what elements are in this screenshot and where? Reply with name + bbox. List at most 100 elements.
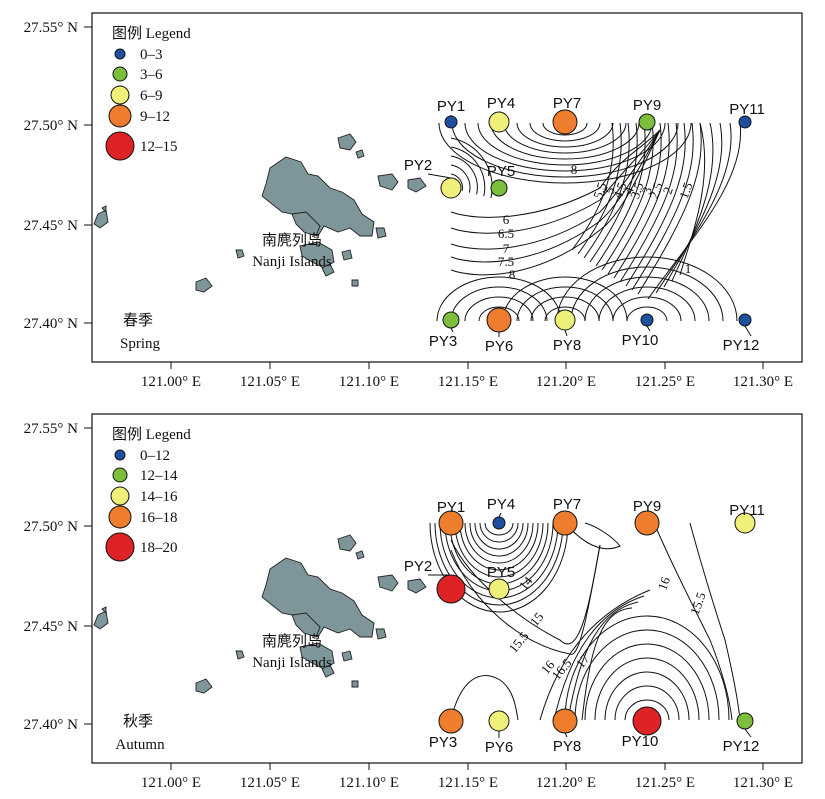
season-label-cn: 春季 (123, 312, 153, 329)
contour-line (450, 129, 661, 250)
station-label-py2: PY2 (404, 157, 432, 174)
map-panel-autumn: 141515.51616.5171615.5PY1PY2PY3PY4PY5PY6… (24, 413, 803, 791)
contour-line (601, 122, 654, 271)
contour-label: 5 (602, 185, 618, 196)
season-label-en: Spring (120, 336, 161, 352)
station-label-py10: PY10 (622, 733, 659, 750)
island-shape (261, 156, 375, 237)
contour-line (544, 306, 586, 322)
y-tick-label: 27.55° N (24, 20, 78, 36)
station-py7 (552, 510, 578, 536)
island-shape (291, 211, 321, 237)
station-py4 (488, 111, 510, 133)
contour-line (502, 276, 628, 322)
legend-label: 6–9 (140, 88, 163, 104)
contour-line (484, 522, 514, 536)
contour-line (663, 122, 723, 288)
contour-line (631, 122, 694, 291)
contour-line (477, 122, 653, 166)
legend-label: 14–16 (140, 489, 178, 505)
y-tick-label: 27.45° N (24, 619, 78, 635)
island-shape (235, 650, 245, 660)
station-py10 (640, 313, 654, 327)
contour-line (450, 129, 661, 263)
station-py12 (736, 712, 754, 730)
island-shape (377, 574, 399, 592)
station-label-py5: PY5 (487, 564, 515, 581)
station-py3 (438, 708, 464, 734)
contour-line (503, 122, 627, 154)
island-shape (337, 534, 357, 552)
station-label-py3: PY3 (429, 333, 457, 350)
contour-label: 4 (621, 184, 637, 196)
legend-swatch (112, 467, 128, 483)
contour-line (516, 122, 614, 148)
contour-line (564, 522, 621, 550)
contour-line (567, 601, 639, 721)
contour-line (469, 522, 529, 557)
contour-line (584, 276, 710, 322)
contour-label: 16 (655, 574, 674, 592)
island-shape (355, 550, 365, 560)
contour-line (595, 122, 646, 267)
contour-line (436, 276, 562, 322)
legend-swatch (110, 486, 130, 506)
contour-line (581, 607, 633, 721)
station-py11 (734, 512, 756, 534)
contour-set (436, 122, 742, 322)
x-tick-label: 121.00° E (141, 374, 201, 390)
x-tick-label: 121.15° E (438, 775, 498, 791)
season-label-en: Autumn (115, 737, 165, 753)
contour-set (429, 522, 741, 721)
contour-label: 7 (503, 241, 510, 256)
contour-line (607, 122, 662, 275)
y-tick-label: 27.50° N (24, 519, 78, 535)
station-py1 (444, 115, 458, 129)
station-label-py7: PY7 (553, 95, 581, 112)
contour-line (594, 657, 700, 721)
contour-line (474, 522, 524, 550)
contour-label: 15.5 (687, 590, 709, 617)
station-leader (498, 512, 502, 518)
station-label-py6: PY6 (485, 739, 513, 756)
contour-label: 3.5 (627, 180, 647, 200)
contour-line (553, 595, 645, 721)
island-shape (407, 177, 427, 193)
x-tick-label: 121.20° E (536, 374, 596, 390)
contour-line (450, 155, 478, 195)
island-shape (341, 650, 353, 662)
legend-swatch (105, 532, 135, 562)
island-shape (321, 664, 335, 678)
island-shape (351, 680, 359, 688)
contour-line (671, 122, 714, 282)
legend-swatch (108, 505, 132, 529)
contour-line (479, 522, 519, 543)
x-tick-label: 121.20° E (536, 775, 596, 791)
contour-line (637, 122, 702, 295)
station-py9 (634, 510, 660, 536)
y-tick-label: 27.45° N (24, 218, 78, 234)
island-label-cn: 南麂列岛 (262, 632, 322, 650)
island-shape (101, 606, 107, 615)
legend-swatch (112, 66, 128, 82)
y-tick-label: 27.40° N (24, 717, 78, 733)
station-py2 (440, 177, 462, 199)
legend-title: 图例 Legend (112, 25, 191, 42)
island-label-en: Nanji Islands (252, 254, 332, 270)
station-py8 (552, 708, 578, 734)
contour-label: 7.5 (498, 254, 514, 269)
x-tick-label: 121.05° E (240, 374, 300, 390)
contour-line (624, 699, 670, 721)
island-shape (351, 279, 359, 287)
island-shape (101, 205, 107, 214)
x-tick-label: 121.10° E (339, 775, 399, 791)
contour-line (516, 286, 614, 322)
island-shape (375, 628, 387, 640)
station-label-py11: PY11 (729, 502, 765, 519)
contour-line (464, 296, 534, 322)
station-label-py12: PY12 (723, 738, 760, 755)
station-label-py9: PY9 (633, 498, 661, 515)
station-label-py8: PY8 (553, 738, 581, 755)
station-leader (744, 325, 752, 337)
x-tick-label: 121.25° E (635, 775, 695, 791)
